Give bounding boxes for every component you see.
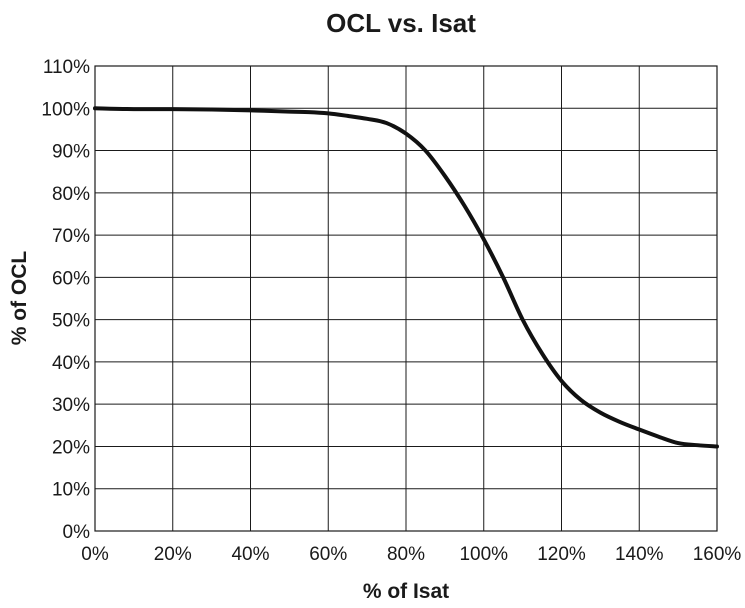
y-tick-label: 110% <box>43 57 90 78</box>
y-tick-label: 20% <box>52 437 90 458</box>
x-tick-label: 60% <box>309 544 347 565</box>
y-tick-label: 70% <box>52 226 90 247</box>
x-tick-label: 40% <box>231 544 269 565</box>
ocl-curve <box>93 106 719 449</box>
x-tick-label: 160% <box>693 544 742 565</box>
y-tick-label: 80% <box>52 184 90 205</box>
x-tick-label: 80% <box>387 544 425 565</box>
x-axis-label: % of Isat <box>363 580 449 603</box>
x-tick-label: 120% <box>537 544 586 565</box>
y-tick-label: 0% <box>63 522 91 543</box>
x-tick-label: 20% <box>154 544 192 565</box>
y-tick-label: 100% <box>41 99 90 120</box>
x-tick-label: 100% <box>459 544 508 565</box>
y-tick-label: 50% <box>52 311 90 332</box>
y-tick-label: 90% <box>52 142 90 163</box>
y-tick-label: 60% <box>52 268 90 289</box>
y-tick-label: 40% <box>52 353 90 374</box>
y-tick-label: 30% <box>52 395 90 416</box>
chart-title: OCL vs. Isat <box>326 8 476 38</box>
y-axis-label: % of OCL <box>8 251 31 346</box>
y-tick-label: 10% <box>52 480 90 501</box>
plot-frame <box>94 65 718 532</box>
x-tick-labels: 0% 20% 40% 60% 80% 100% 120% 140% 160% <box>81 544 741 565</box>
x-tick-label: 140% <box>615 544 664 565</box>
y-tick-labels: 0% 10% 20% 30% 40% 50% 60% 70% 80% 90% 100% 110% <box>41 57 90 543</box>
x-tick-label: 0% <box>81 544 109 565</box>
